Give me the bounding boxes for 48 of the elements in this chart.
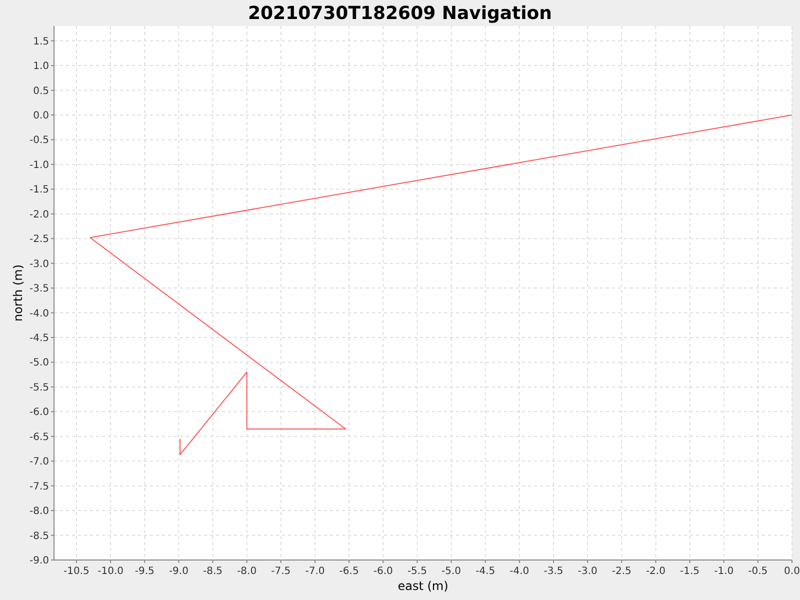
x-tick-label: -4.5 [476, 566, 496, 577]
y-tick-label: 1.0 [33, 61, 49, 72]
y-tick-label: -1.0 [29, 160, 49, 171]
x-tick-label: -6.5 [339, 566, 359, 577]
x-tick-label: -6.0 [373, 566, 393, 577]
x-axis-title: east (m) [398, 579, 448, 593]
y-axis-title: north (m) [11, 264, 25, 322]
y-tick-label: -4.5 [29, 333, 49, 344]
x-tick-label: -9.0 [168, 566, 188, 577]
x-tick-label: -7.5 [271, 566, 291, 577]
y-tick-label: -0.5 [29, 135, 49, 146]
chart-title: 20210730T182609 Navigation [248, 3, 552, 24]
x-tick-label: -1.5 [680, 566, 700, 577]
x-tick-label: -8.5 [203, 566, 223, 577]
y-tick-label: 0.0 [33, 110, 49, 122]
y-tick-label: -6.0 [29, 407, 49, 418]
x-tick-label: -3.5 [544, 566, 564, 577]
y-tick-label: -2.5 [29, 234, 49, 246]
x-tick-label: -1.0 [714, 566, 734, 577]
y-tick-label: -6.5 [29, 432, 49, 443]
line-series [90, 114, 792, 456]
x-tick-label: -0.5 [748, 566, 768, 577]
x-tick-label: -2.5 [612, 566, 632, 577]
y-tick-label: 0.5 [33, 86, 49, 97]
x-tick-label: -4.0 [510, 566, 530, 577]
x-tick-label: -5.5 [407, 566, 427, 577]
y-tick-label: -4.0 [29, 308, 49, 320]
y-tick-label: -3.0 [29, 258, 49, 270]
x-tick-label: -2.0 [646, 566, 666, 577]
y-tick-label: -9.0 [29, 556, 49, 566]
x-tick-label: -8.0 [237, 566, 257, 577]
y-tick-label: -5.0 [29, 358, 49, 369]
x-tick-label: -5.0 [442, 566, 462, 577]
y-tick-label: -7.5 [29, 481, 49, 492]
y-tick-label: -7.0 [29, 456, 49, 468]
y-tick-label: -8.5 [29, 530, 49, 542]
y-tick-label: -5.5 [29, 382, 49, 394]
y-tick-label: -3.5 [29, 284, 49, 295]
x-tick-label: -9.5 [134, 566, 154, 577]
y-tick-label: -8.0 [29, 506, 49, 518]
x-tick-label: -10.5 [64, 566, 90, 577]
x-tick-label: -3.0 [578, 566, 598, 577]
x-tick-label: -7.0 [305, 566, 325, 577]
y-tick-label: -1.5 [29, 184, 49, 196]
y-tick-label: -2.0 [29, 209, 49, 220]
x-tick-label: 0.0 [784, 566, 800, 577]
x-tick-label: -10.0 [98, 566, 124, 577]
y-tick-label: 1.5 [33, 36, 49, 48]
